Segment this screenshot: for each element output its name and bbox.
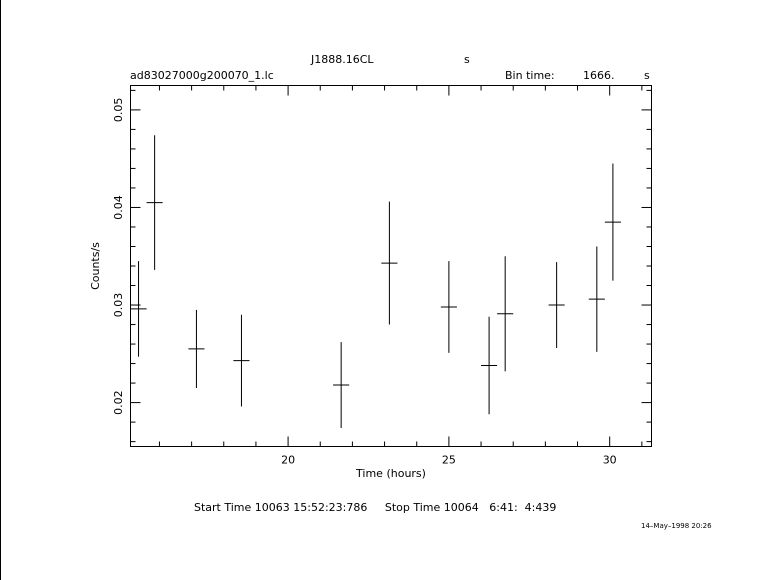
file-name: ad83027000g200070_1.lc (130, 69, 274, 82)
x-axis-label: Time (hours) (355, 467, 426, 480)
x-tick-label: 30 (603, 454, 617, 467)
bin-time-value: 1666. (583, 69, 615, 82)
object-name: J1888.16CL (311, 53, 374, 66)
x-tick-label: 25 (442, 454, 456, 467)
plot-frame (130, 85, 652, 447)
data-points (130, 135, 621, 428)
bin-time-unit: s (644, 69, 650, 82)
data-point (548, 262, 565, 348)
data-point (604, 163, 621, 281)
data-point (481, 316, 498, 415)
data-point (440, 261, 457, 353)
y-axis-label: Counts/s (89, 242, 102, 290)
object-unit: s (464, 53, 470, 66)
data-point (146, 135, 163, 270)
axis-ticks: 20 25 30 0.02 0.03 0.04 0.05 (112, 85, 652, 467)
y-tick-label: 0.03 (112, 293, 125, 318)
x-tick-label: 20 (281, 454, 295, 467)
data-point (497, 256, 514, 372)
data-point (130, 261, 147, 357)
data-point (188, 309, 205, 388)
data-point (233, 314, 250, 407)
data-point (333, 342, 350, 428)
y-tick-label: 0.04 (112, 195, 125, 220)
y-tick-label: 0.02 (112, 390, 125, 415)
bin-time-label: Bin time: (505, 69, 555, 82)
y-tick-label: 0.05 (112, 98, 125, 123)
data-point (381, 201, 398, 325)
data-point (588, 246, 605, 352)
start-stop-time: Start Time 10063 15:52:23:786 Stop Time … (194, 501, 557, 514)
date-stamp: 14–May–1998 20:26 (641, 522, 712, 530)
